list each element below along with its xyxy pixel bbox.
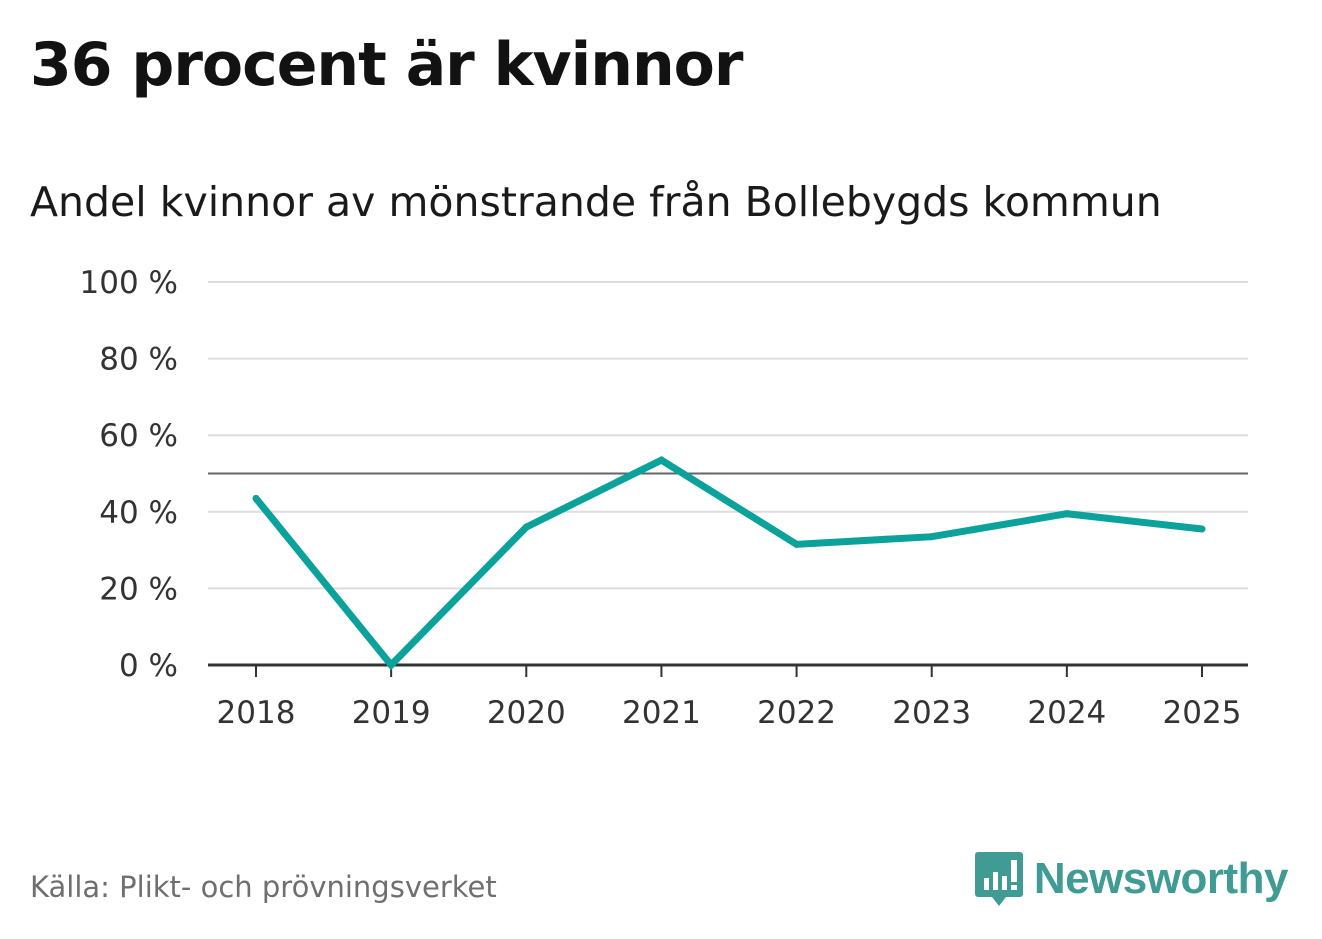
brand[interactable]: Newsworthy xyxy=(974,850,1289,908)
y-tick-label: 60 % xyxy=(99,418,178,454)
axis-layer: 0 % 20 % 40 % 60 % 80 % 100 % 2018 2019 2020 2021… xyxy=(80,265,1248,731)
brand-name: Newsworthy xyxy=(1033,854,1289,903)
x-tick-label: 2024 xyxy=(1027,695,1106,731)
x-tick-label: 2018 xyxy=(217,695,296,731)
x-tick-label: 2021 xyxy=(622,695,701,731)
x-tick-label: 2020 xyxy=(487,695,566,731)
data-point xyxy=(657,456,665,464)
chart-title: 36 procent är kvinnor xyxy=(30,30,743,100)
data-point xyxy=(928,533,936,541)
y-tick-label: 40 % xyxy=(99,495,178,531)
series-line xyxy=(253,456,1203,671)
series-layer xyxy=(252,456,1206,671)
y-tick-label: 80 % xyxy=(99,342,178,378)
y-tick-label: 20 % xyxy=(99,571,178,607)
data-point xyxy=(252,494,260,502)
data-point xyxy=(387,661,395,669)
y-tick-label: 100 % xyxy=(80,265,178,301)
source-note: Källa: Plikt- och prövningsverket xyxy=(30,870,497,904)
y-tick-label: 0 % xyxy=(119,648,178,684)
data-point xyxy=(793,540,801,548)
data-point xyxy=(1198,525,1206,533)
x-tick-label: 2019 xyxy=(352,695,431,731)
x-tick-label: 2025 xyxy=(1163,695,1242,731)
line-chart: 0 % 20 % 40 % 60 % 80 % 100 % 2018 2019 2020 2021… xyxy=(80,265,1248,731)
data-point xyxy=(522,523,530,531)
chart-subtitle: Andel kvinnor av mönstrande från Bolleby… xyxy=(30,178,1162,226)
x-tick-label: 2022 xyxy=(757,695,836,731)
newsworthy-logo-icon xyxy=(974,852,1023,906)
x-tick-label: 2023 xyxy=(892,695,971,731)
data-point xyxy=(1063,510,1071,518)
grid-layer xyxy=(208,281,1248,590)
